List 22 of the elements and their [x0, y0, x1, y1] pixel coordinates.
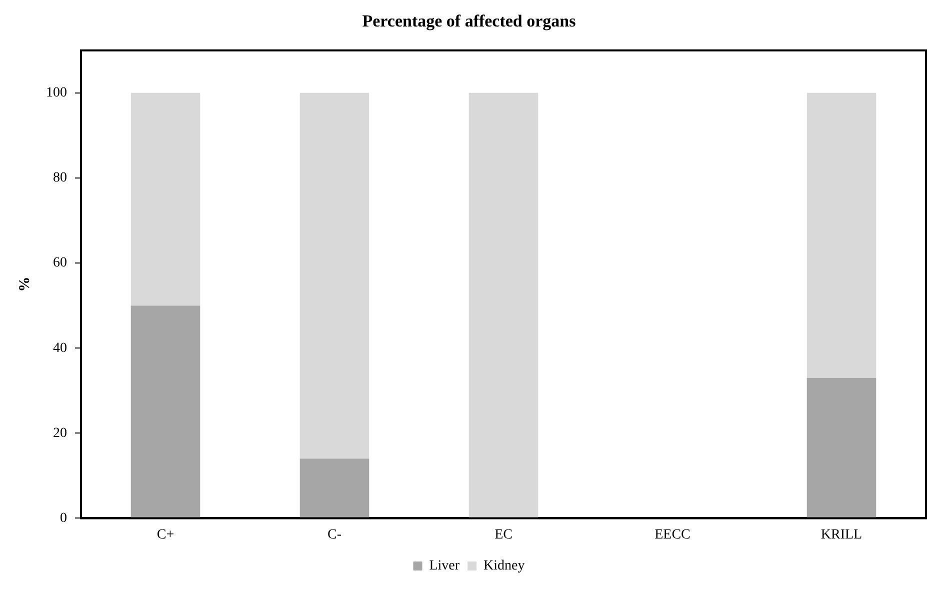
chart-title: Percentage of affected organs — [362, 12, 576, 31]
bar — [300, 92, 370, 459]
bar — [468, 92, 538, 518]
legend-label: Liver — [429, 558, 460, 574]
x-tick-label: KRILL — [820, 527, 862, 542]
bar — [300, 458, 370, 518]
bar — [130, 92, 200, 306]
y-tick-label: 0 — [60, 510, 67, 526]
x-tick-label: EC — [494, 527, 512, 542]
y-tick-label: 60 — [53, 256, 67, 271]
y-tick-label: 100 — [46, 86, 67, 101]
x-tick-label: C+ — [156, 527, 174, 542]
x-tick-label: EECC — [654, 527, 690, 542]
y-tick-label: 80 — [53, 170, 67, 186]
y-tick-label: 40 — [53, 340, 67, 356]
bar — [130, 306, 200, 518]
y-axis-title: % — [16, 276, 33, 292]
bar — [806, 92, 876, 378]
x-tick-label: C- — [328, 527, 342, 542]
y-tick-label: 20 — [53, 426, 67, 441]
legend-label: Kidney — [484, 558, 525, 574]
bar — [806, 378, 876, 518]
